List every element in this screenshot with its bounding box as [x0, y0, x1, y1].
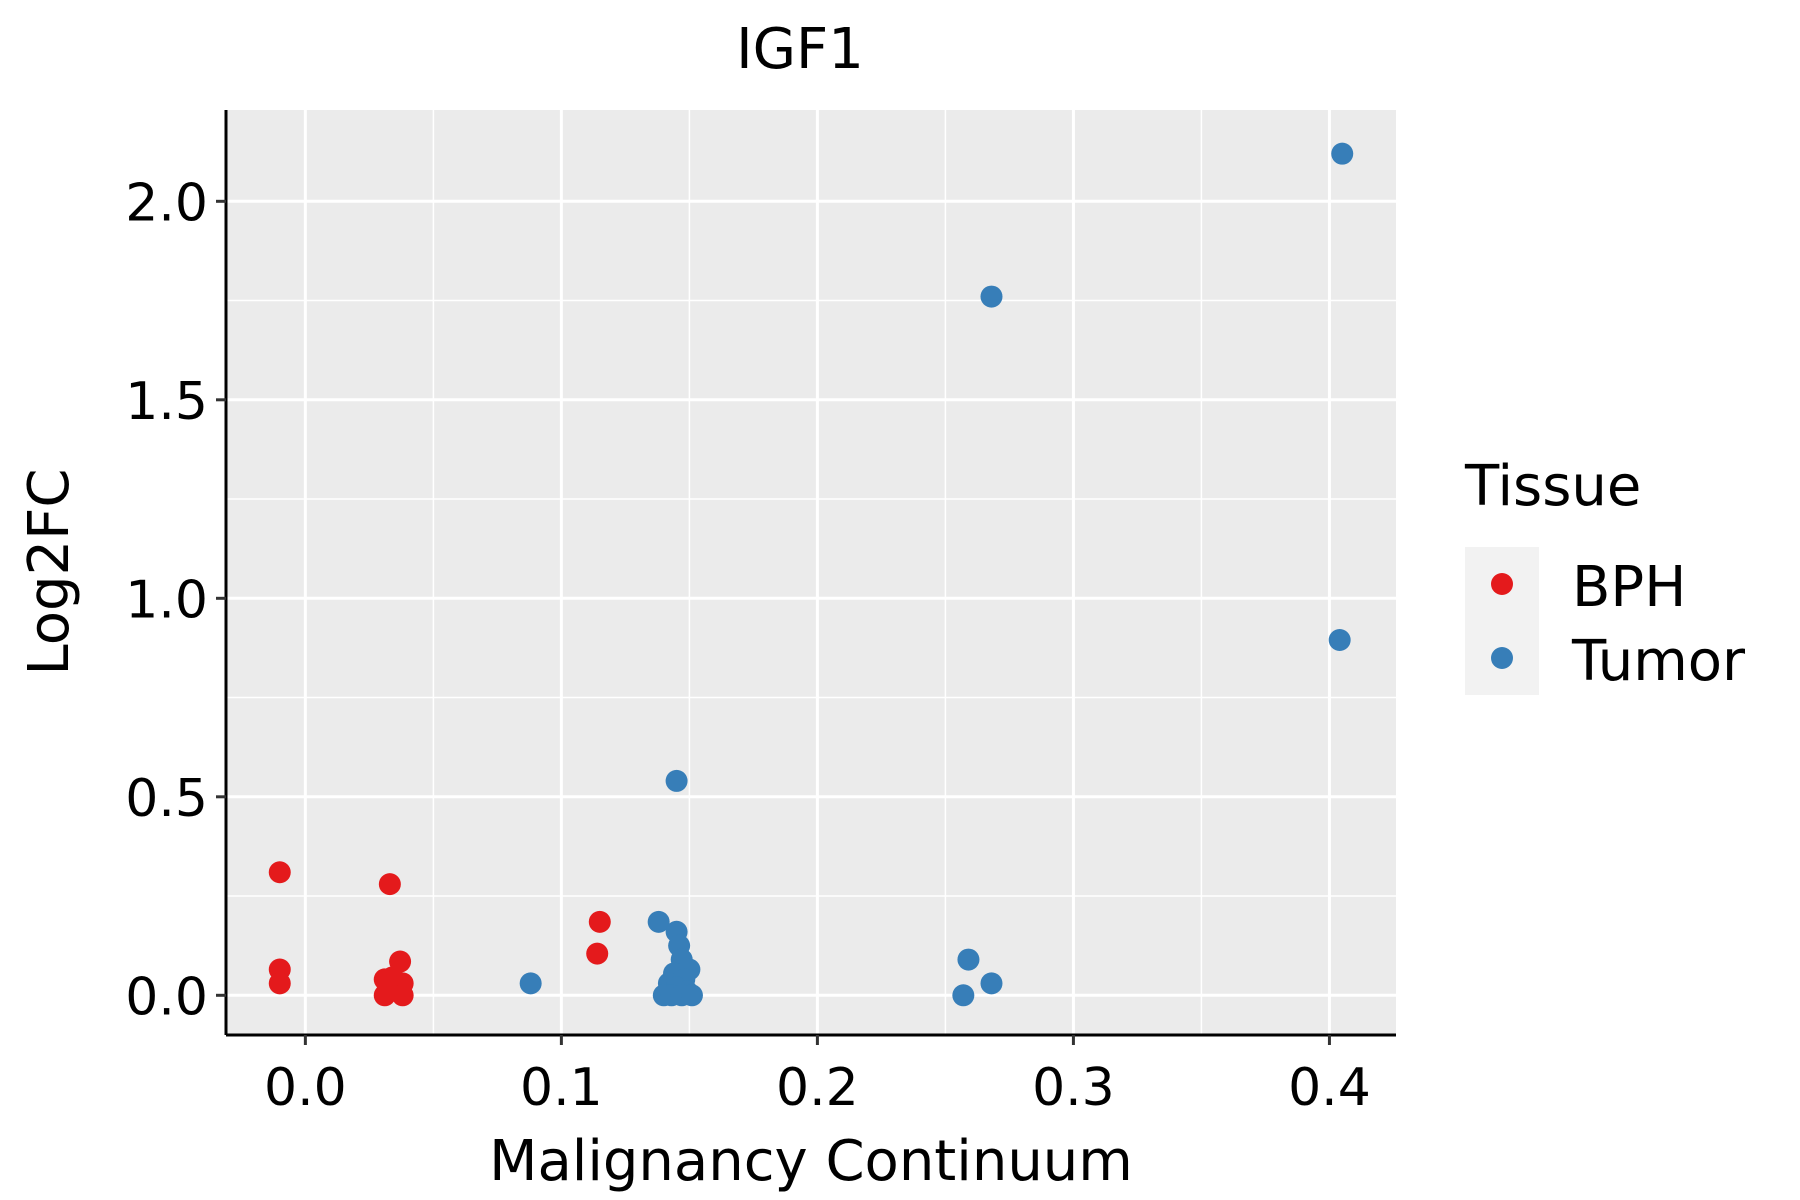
- x-tick-label: 0.0: [264, 1058, 347, 1118]
- point-bph: [586, 942, 609, 965]
- legend-title: Tissue: [1464, 454, 1641, 519]
- y-tick-label: 0.5: [125, 769, 208, 829]
- point-bph: [378, 873, 401, 896]
- point-bph: [268, 972, 291, 995]
- y-tick-label: 1.0: [125, 570, 208, 630]
- data-points: [268, 142, 1354, 1007]
- point-tumor: [647, 910, 670, 933]
- point-bph: [588, 910, 611, 933]
- point-bph: [391, 984, 414, 1007]
- point-tumor: [957, 948, 980, 971]
- grid-minor: [226, 110, 1396, 1035]
- y-axis-label: Log2FC: [17, 469, 82, 676]
- legend: Tissue BPH Tumor: [1464, 454, 1746, 695]
- y-tick-label: 2.0: [125, 173, 208, 233]
- point-tumor: [1331, 142, 1354, 165]
- x-tick-label: 0.1: [520, 1058, 603, 1118]
- point-tumor: [980, 285, 1003, 308]
- point-tumor: [1328, 628, 1351, 651]
- point-tumor: [680, 984, 703, 1007]
- point-tumor: [665, 769, 688, 792]
- x-tick-label: 0.2: [776, 1058, 859, 1118]
- x-tick-label: 0.4: [1288, 1058, 1371, 1118]
- legend-key-background: [1465, 547, 1539, 695]
- point-tumor: [980, 972, 1003, 995]
- point-bph: [373, 984, 396, 1007]
- legend-label-tumor: Tumor: [1571, 629, 1746, 694]
- y-axis-ticks: 0.0 0.5 1.0 1.5 2.0: [125, 173, 226, 1027]
- point-bph: [268, 861, 291, 884]
- legend-key-tumor: [1491, 647, 1513, 669]
- x-tick-label: 0.3: [1032, 1058, 1115, 1118]
- y-tick-label: 0.0: [125, 967, 208, 1027]
- legend-label-bph: BPH: [1572, 555, 1686, 620]
- x-axis-label: Malignancy Continuum: [489, 1129, 1133, 1194]
- point-tumor: [952, 984, 975, 1007]
- y-tick-label: 1.5: [125, 372, 208, 432]
- chart-title: IGF1: [736, 17, 864, 82]
- point-tumor: [519, 972, 542, 995]
- grid-major: [226, 110, 1396, 1035]
- x-axis-ticks: 0.0 0.1 0.2 0.3 0.4: [264, 1035, 1371, 1118]
- legend-key-bph: [1491, 573, 1513, 595]
